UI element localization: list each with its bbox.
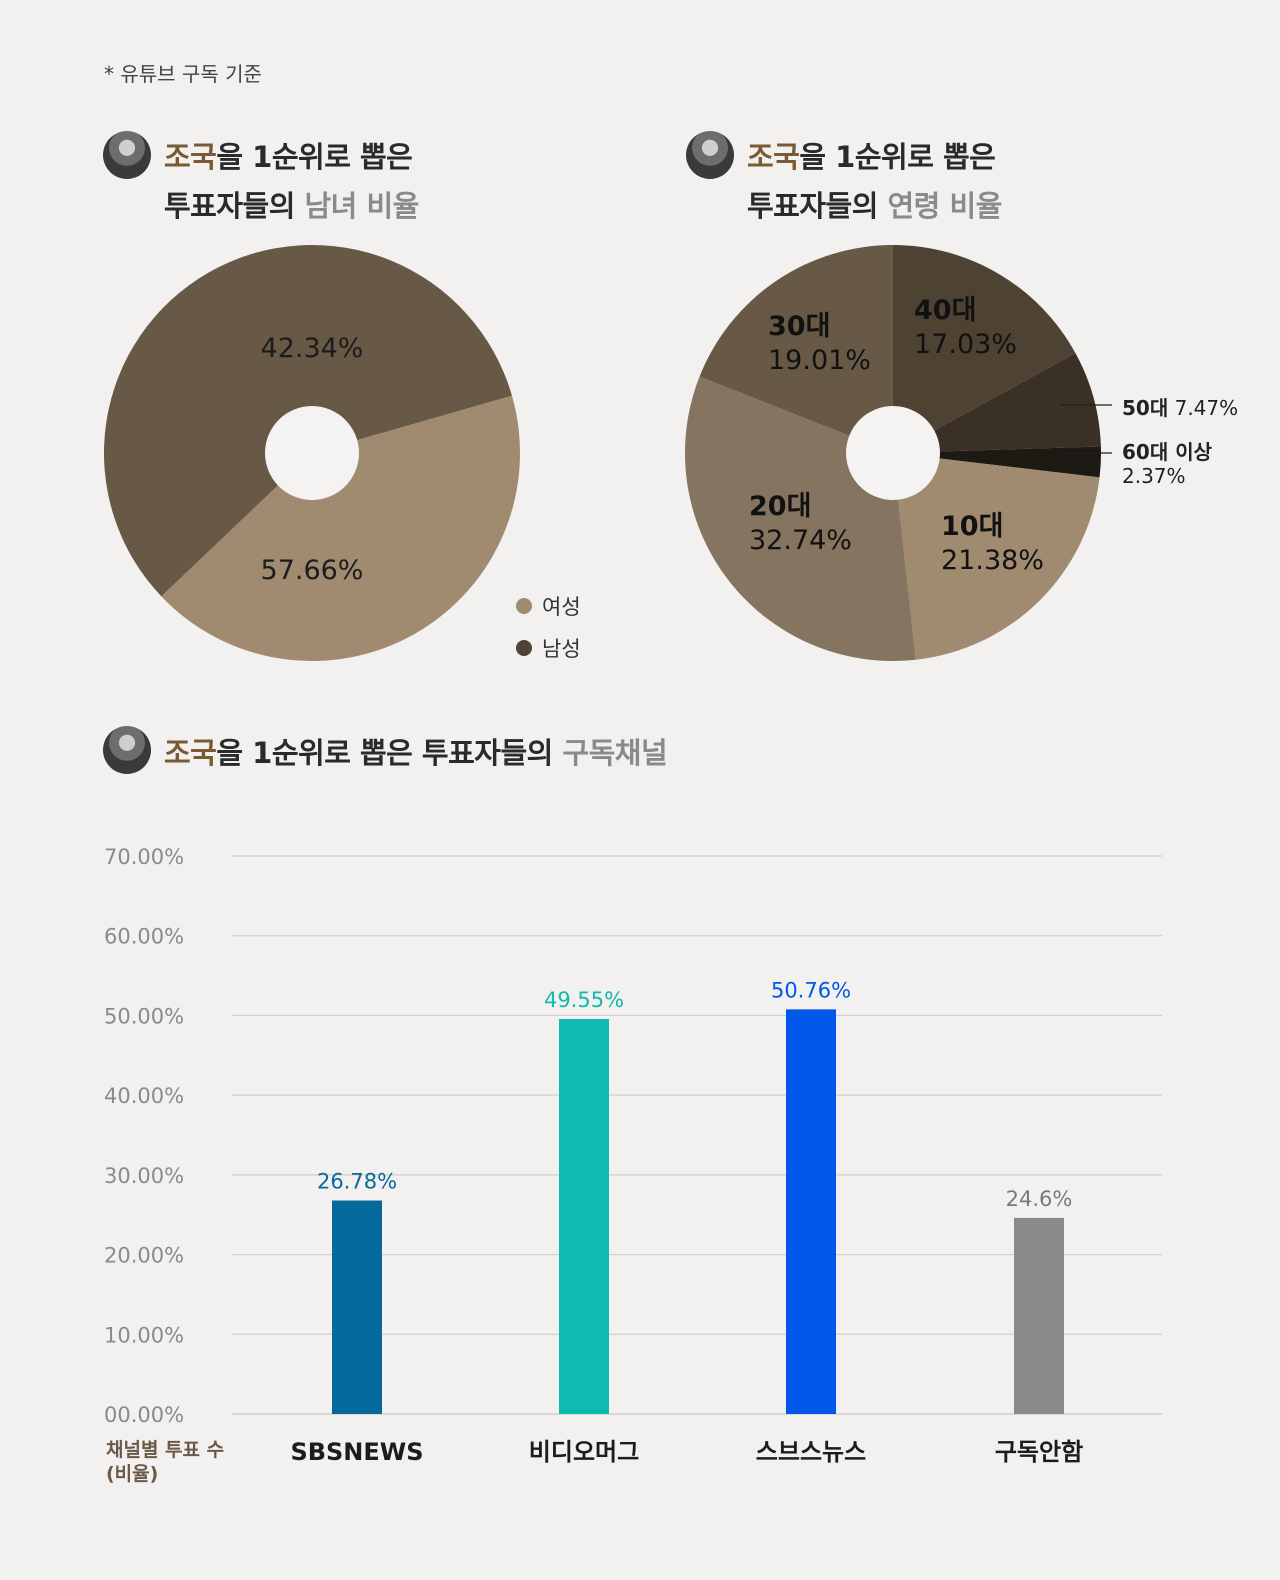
- age-slice-name: 10대: [941, 511, 1003, 542]
- bar-value-label: 24.6%: [1006, 1187, 1073, 1211]
- avatar: [686, 131, 734, 179]
- age-slice-name: 30대: [768, 311, 830, 342]
- y-tick-label: 60.00%: [104, 925, 184, 949]
- legend-swatch: [516, 598, 532, 614]
- gender-title-line2: 투표자들의 남녀 비율: [164, 189, 419, 223]
- age50-side-label: 50대 7.47%: [1122, 396, 1239, 420]
- age-slice-name: 20대: [749, 491, 811, 522]
- gender-slice-label: 57.66%: [261, 555, 364, 586]
- bar-1: [559, 1019, 609, 1414]
- age-title-line2: 투표자들의 연령 비율: [747, 189, 1002, 223]
- legend-label: 남성: [542, 637, 581, 661]
- age-slice-label: 17.03%: [914, 329, 1017, 360]
- age-slice-label: 32.74%: [749, 525, 852, 556]
- avatar: [103, 131, 151, 179]
- y-tick-label: 10.00%: [104, 1323, 184, 1347]
- x-category-label: SBSNEWS: [290, 1438, 423, 1466]
- age-title-line1: 조국을 1순위로 뽑은: [747, 140, 996, 174]
- legend-swatch: [516, 640, 532, 656]
- age-slice-label: 19.01%: [768, 345, 871, 376]
- age-donut-hole: [846, 406, 940, 500]
- footnote: * 유튜브 구독 기준: [104, 62, 262, 86]
- gender-donut-hole: [265, 406, 359, 500]
- bar-0: [332, 1200, 382, 1414]
- y-tick-label: 30.00%: [104, 1164, 184, 1188]
- gender-slice-0: [161, 395, 520, 662]
- bar-3: [1014, 1217, 1064, 1414]
- age-slice-label: 21.38%: [941, 545, 1044, 576]
- y-tick-label: 40.00%: [104, 1084, 184, 1108]
- age-slice-0: [893, 245, 1076, 453]
- y-tick-label: 20.00%: [104, 1244, 184, 1268]
- age-slice-name: 40대: [914, 295, 976, 326]
- legend-item-male: 남성: [516, 627, 581, 669]
- legend-label: 여성: [542, 595, 581, 619]
- y-tick-label: 50.00%: [104, 1004, 184, 1028]
- age-slice-2: [893, 446, 1102, 478]
- age-slice-1: [893, 353, 1101, 453]
- axis-footer-label: 채널별 투표 수 (비율): [106, 1439, 225, 1485]
- y-tick-label: 00.00%: [104, 1403, 184, 1427]
- bar-value-label: 50.76%: [771, 978, 851, 1002]
- age-slice-3: [893, 453, 1100, 660]
- legend-item-female: 여성: [516, 585, 581, 627]
- avatar: [103, 726, 151, 774]
- bar-value-label: 26.78%: [317, 1170, 397, 1194]
- gender-slice-label: 42.34%: [261, 333, 364, 364]
- channel-title-line: 조국을 1순위로 뽑은 투표자들의 구독채널: [164, 736, 668, 770]
- bar-value-label: 49.55%: [544, 988, 624, 1012]
- gender-legend: 여성 남성: [516, 585, 581, 669]
- age-slice-5: [699, 245, 893, 453]
- bar-2: [786, 1009, 836, 1414]
- gender-title-line1: 조국을 1순위로 뽑은: [164, 140, 413, 174]
- x-category-label: 비디오머그: [529, 1438, 639, 1466]
- age60-side-label: 60대 이상 2.37%: [1122, 440, 1212, 488]
- x-category-label: 스브스뉴스: [756, 1438, 866, 1466]
- x-category-label: 구독안함: [995, 1438, 1083, 1466]
- y-tick-label: 70.00%: [104, 845, 184, 869]
